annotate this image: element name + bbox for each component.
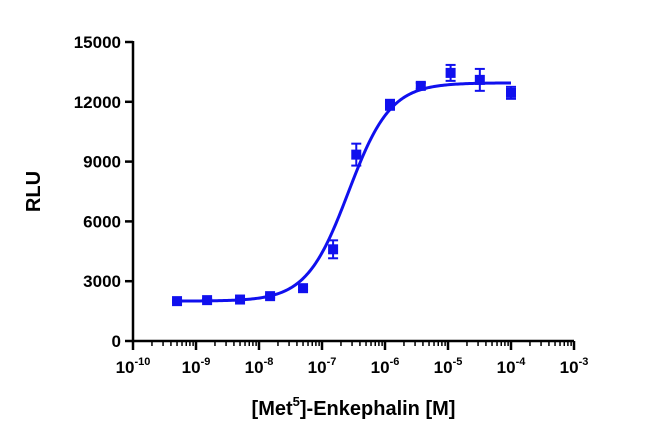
data-point-2: [235, 294, 246, 305]
y-tick-label-5: 15000: [74, 33, 121, 52]
data-point-8: [415, 80, 426, 91]
fit-layer: [177, 81, 512, 303]
marker: [351, 149, 362, 160]
fit-curve: [177, 81, 512, 303]
marker: [298, 283, 309, 294]
x-tick-label-1: 10-9: [182, 356, 211, 377]
tick-labels: 0 3000 6000 9000 12000 15000 10-10 10-9 10-8 10-7…: [74, 33, 589, 377]
data-point-4: [298, 283, 309, 294]
data-point-6: [351, 142, 362, 167]
x-tick-label-2: 10-8: [245, 356, 274, 377]
data-point-5: [328, 239, 339, 260]
x-tick-label-6: 10-4: [497, 356, 527, 377]
x-tick-label-3: 10-7: [308, 356, 337, 377]
x-tick-label-4: 10-6: [371, 356, 400, 377]
marker: [445, 67, 456, 78]
data-point-9: [445, 63, 456, 82]
marker: [235, 294, 246, 305]
data-point-3: [265, 291, 276, 302]
marker: [474, 74, 485, 85]
data-point-7: [384, 98, 395, 111]
marker: [265, 291, 276, 302]
y-tick-label-4: 12000: [74, 93, 121, 112]
y-axis-title: RLU: [23, 171, 45, 212]
marker: [172, 296, 183, 307]
marker: [415, 80, 426, 91]
data-point-11: [506, 85, 516, 100]
x-tick-label-0: 10-10: [116, 356, 151, 377]
marker: [202, 295, 213, 306]
data-point-10: [474, 67, 485, 92]
data-point-1: [202, 295, 213, 306]
marker: [384, 99, 395, 110]
x-tick-label-5: 10-5: [434, 356, 463, 377]
y-tick-label-0: 0: [112, 332, 121, 351]
axes: [125, 40, 576, 350]
marker: [328, 244, 339, 255]
x-axis-title: [Met5]-Enkephalin [M]: [252, 394, 456, 420]
marker: [506, 87, 516, 98]
y-tick-label-3: 9000: [83, 153, 121, 172]
y-tick-label-2: 6000: [83, 212, 121, 231]
x-tick-label-7: 10-3: [560, 356, 589, 377]
y-tick-label-1: 3000: [83, 272, 121, 291]
data-points: [172, 63, 516, 307]
data-point-0: [172, 296, 183, 307]
